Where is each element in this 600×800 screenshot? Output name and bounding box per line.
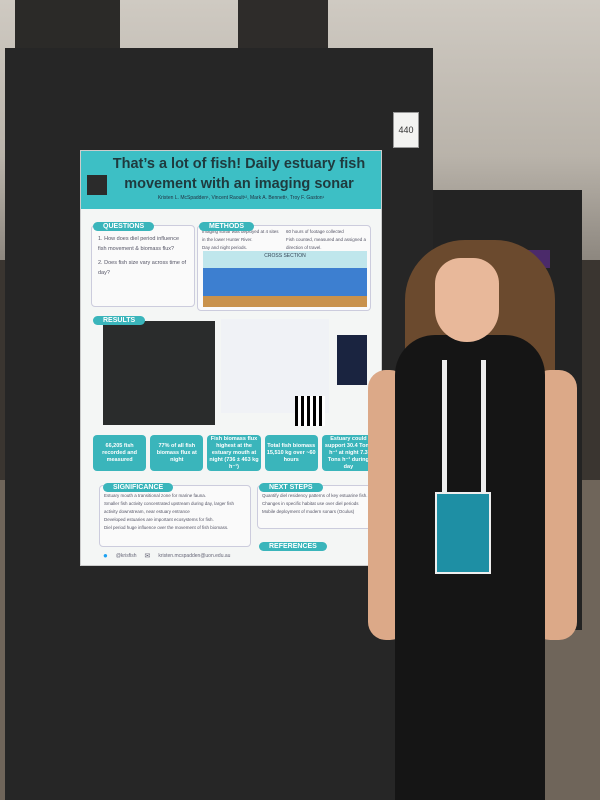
email-address: kristen.mcspadden@uon.edu.au: [158, 552, 231, 559]
stat-box: Fish biomass flux highest at the estuary…: [207, 435, 261, 471]
next-step-item: Quantify diel residency patterns of key …: [262, 493, 368, 498]
method-item: 60 hours of footage collected: [286, 229, 344, 234]
twitter-handle: @krisfish: [115, 552, 137, 559]
stat-box: Total fish biomass 15,510 kg over ~60 ho…: [264, 435, 318, 471]
stat-box: 66,205 fish recorded and measured: [93, 435, 147, 471]
questions-box: 1. How does diel period influence fish m…: [91, 225, 195, 307]
significance-item: Estuary mouth a transitional zone for ma…: [104, 493, 207, 498]
qr-code: [295, 396, 325, 426]
poster-title: That’s a lot of fish! Daily estuary fish…: [112, 156, 366, 192]
name-badge: [435, 492, 491, 574]
methods-heading: METHODS: [199, 222, 254, 231]
significance-heading: SIGNIFICANCE: [103, 483, 174, 492]
significance-item: Smaller fish activity concentrated upstr…: [104, 501, 234, 514]
method-item: Day and night periods.: [202, 245, 248, 250]
poster: That’s a lot of fish! Daily estuary fish…: [80, 150, 382, 566]
next-steps-heading: NEXT STEPS: [259, 483, 323, 492]
sonar-image: [337, 335, 367, 385]
question: 2. Does fish size vary across time of da…: [98, 260, 187, 276]
booth-number: 440: [393, 112, 419, 148]
references-heading: REFERENCES: [259, 542, 327, 551]
diagram-label: CROSS SECTION: [264, 253, 306, 259]
method-item: Fish counted, measured and assigned a di…: [286, 237, 367, 250]
poster-authors: Kristen L. McSpadden¹, Vincent Raoult¹²,…: [157, 195, 325, 201]
significance-box: Estuary mouth a transitional zone for ma…: [99, 485, 251, 547]
cross-section-diagram: CROSS SECTION: [203, 251, 367, 307]
poster-header: That’s a lot of fish! Daily estuary fish…: [81, 151, 381, 209]
significance-item: Developed estuaries are important ecosys…: [104, 517, 214, 522]
ceiling-beam: [238, 0, 328, 48]
stats-row: 66,205 fish recorded and measured 77% of…: [93, 435, 376, 471]
stat-box: Estuary could support 30.4 Tons h⁻¹ at n…: [321, 435, 376, 471]
estuary-map: [103, 321, 215, 425]
university-logo: [87, 175, 107, 195]
lanyard: [442, 360, 486, 500]
next-steps-box: Quantify diel residency patterns of key …: [257, 485, 375, 529]
questions-heading: QUESTIONS: [93, 222, 155, 231]
next-step-item: Mobile deployment of modern sonars (Ocul…: [262, 509, 355, 514]
method-item: Imaging sonar was deployed at 4 sites in…: [202, 229, 279, 242]
person-face: [435, 258, 499, 342]
contact-footer: ● @krisfish ✉ kristen.mcspadden@uon.edu.…: [103, 551, 230, 560]
next-step-item: Changes in specific habitat use over die…: [262, 501, 359, 506]
question: 1. How does diel period influence fish m…: [98, 236, 180, 252]
twitter-icon: ●: [103, 551, 108, 560]
stat-box: 77% of all fish biomass flux at night: [150, 435, 204, 471]
results-heading: RESULTS: [93, 316, 146, 325]
significance-item: Diel period huge influence over the move…: [104, 525, 229, 530]
email-icon: ✉: [144, 552, 151, 560]
